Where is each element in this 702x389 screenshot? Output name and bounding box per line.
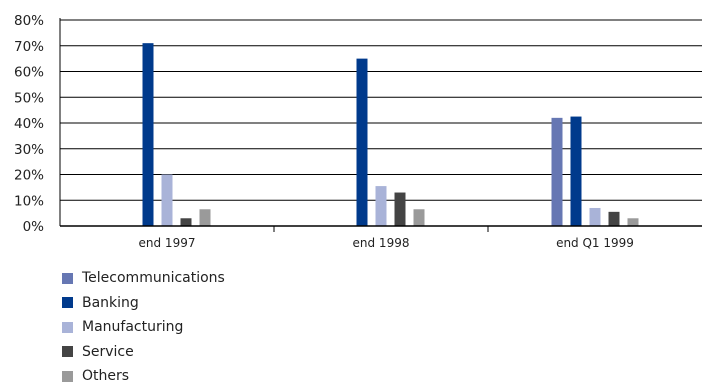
legend-item: Service (62, 340, 225, 365)
bar-service (608, 211, 620, 226)
y-tick-label: 60% (14, 65, 44, 81)
legend-label: Service (82, 343, 134, 360)
bar-banking (356, 58, 368, 226)
x-category-label: end 1997 (139, 236, 196, 250)
legend-swatch (62, 346, 73, 358)
y-tick-label: 40% (14, 116, 44, 132)
y-tick-label: 10% (14, 193, 44, 209)
legend-swatch (62, 370, 73, 382)
y-tick-label: 0% (23, 219, 45, 235)
legend-label: Others (82, 368, 130, 385)
y-tick-label: 30% (14, 142, 44, 158)
legend-label: Manufacturing (82, 319, 184, 336)
bar-others (627, 218, 639, 226)
legend-swatch (62, 297, 73, 309)
legend-item: Manufacturing (62, 315, 225, 340)
bar-banking (570, 116, 582, 226)
bar-others (413, 209, 425, 226)
bar-chart: 0%10%20%30%40%50%60%70%80% end 1997 end 1… (14, 13, 702, 250)
bar-others (199, 209, 211, 226)
x-category-label: end 1998 (353, 236, 410, 250)
legend-swatch (62, 321, 73, 333)
y-tick-label: 20% (14, 168, 44, 184)
y-tick-label: 50% (14, 90, 44, 106)
bar-manufacturing (161, 174, 173, 226)
y-tick-label: 80% (14, 13, 44, 29)
bars (142, 43, 639, 226)
legend-item: Telecommunications (62, 266, 225, 291)
legend-label: Banking (82, 294, 139, 311)
gridlines (60, 19, 702, 201)
legend-swatch (62, 272, 73, 284)
legend: Telecommunications Banking Manufacturing Se… (62, 266, 225, 389)
legend-item: Banking (62, 291, 225, 316)
bar-telecommunications (551, 117, 563, 226)
y-axis-ticks: 0% 10% 20% 30% 40% 50% 60% 70% 80% (14, 13, 61, 235)
bar-banking (142, 43, 154, 226)
x-category-label: end Q1 1999 (556, 236, 634, 250)
legend-label: Telecommunications (82, 270, 225, 287)
bar-service (394, 192, 406, 226)
bar-manufacturing (375, 186, 387, 226)
x-axis: end 1997 end 1998 end Q1 1999 (60, 225, 702, 250)
legend-item: Others (62, 364, 225, 389)
bar-manufacturing (589, 207, 601, 226)
y-tick-label: 70% (14, 39, 44, 55)
bar-service (180, 218, 192, 226)
